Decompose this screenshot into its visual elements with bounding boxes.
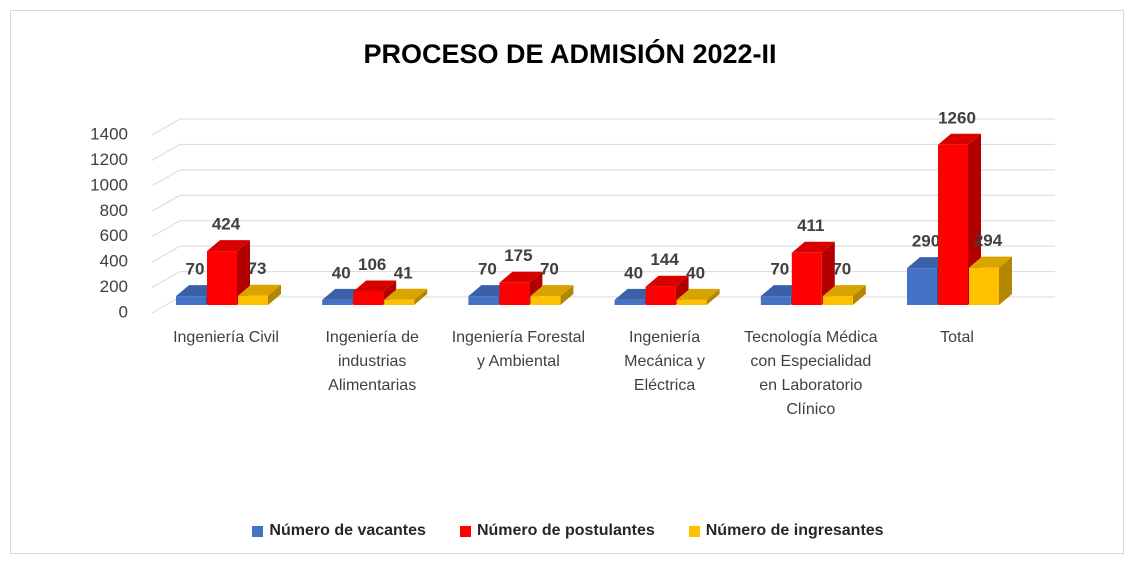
bar-side bbox=[852, 285, 866, 305]
y-tick-label: 1400 bbox=[90, 124, 128, 143]
bar bbox=[238, 284, 281, 305]
data-label: 70 bbox=[186, 260, 205, 279]
legend-item: Número de postulantes bbox=[459, 522, 655, 540]
legend-swatch bbox=[688, 525, 700, 537]
grid-line bbox=[151, 271, 1055, 289]
y-tick-label: 400 bbox=[100, 252, 128, 271]
data-label: 41 bbox=[394, 263, 413, 282]
bar-top bbox=[645, 275, 689, 287]
bar-front bbox=[907, 268, 937, 305]
bar-top bbox=[938, 133, 981, 145]
bar bbox=[938, 133, 981, 305]
bar-front bbox=[499, 282, 530, 305]
grid-line bbox=[151, 143, 1055, 161]
bar-front bbox=[353, 291, 384, 305]
chart-title: PROCESO DE ADMISIÓN 2022-II bbox=[363, 38, 776, 69]
bar-top bbox=[822, 285, 866, 297]
legend-swatch bbox=[459, 525, 471, 537]
bar-front bbox=[207, 251, 237, 305]
legend-item: Número de vacantes bbox=[252, 522, 426, 540]
data-label: 40 bbox=[686, 263, 705, 282]
data-label: 73 bbox=[248, 259, 267, 278]
bar bbox=[645, 275, 689, 305]
data-label: 1260 bbox=[938, 108, 976, 127]
data-label: 144 bbox=[650, 250, 679, 269]
legend-label: Número de postulantes bbox=[476, 522, 655, 539]
bar-side bbox=[999, 256, 1012, 305]
data-label: 70 bbox=[540, 260, 559, 279]
bar bbox=[530, 285, 574, 305]
bar-top bbox=[353, 280, 397, 292]
bar-front bbox=[238, 295, 268, 305]
legend-label: Número de ingresantes bbox=[705, 522, 884, 539]
bar-top bbox=[499, 271, 543, 283]
bar bbox=[384, 288, 428, 305]
data-label: 106 bbox=[358, 255, 386, 274]
bar-front bbox=[645, 286, 676, 305]
grid-line bbox=[151, 118, 1055, 136]
bar-front bbox=[176, 296, 206, 305]
legend-swatch bbox=[252, 525, 264, 537]
data-label: 70 bbox=[832, 260, 851, 279]
bar-front bbox=[938, 144, 968, 305]
y-tick-label: 0 bbox=[119, 302, 128, 321]
bar-front bbox=[468, 296, 499, 305]
grid-line bbox=[151, 220, 1055, 238]
bar-front bbox=[322, 299, 353, 305]
bar-front bbox=[822, 296, 853, 305]
grid-line bbox=[151, 245, 1055, 263]
bar-front bbox=[969, 267, 999, 305]
x-tick-label: Ingeniería de industrias Alimentarias bbox=[325, 329, 419, 394]
bar bbox=[969, 256, 1012, 305]
bar bbox=[676, 288, 720, 305]
bar-top bbox=[676, 288, 720, 300]
data-label: 175 bbox=[504, 246, 532, 265]
legend-item: Número de ingresantes bbox=[688, 522, 884, 540]
bar-top bbox=[969, 256, 1012, 268]
data-label: 70 bbox=[770, 260, 789, 279]
y-tick-label: 200 bbox=[100, 277, 128, 296]
x-tick-label: Tecnología Médica con Especialidad en La… bbox=[744, 329, 878, 418]
data-label: 70 bbox=[478, 260, 497, 279]
bar-front bbox=[614, 299, 645, 305]
data-label: 424 bbox=[212, 215, 241, 234]
x-tick-label: Total bbox=[940, 329, 974, 346]
y-tick-label: 600 bbox=[100, 226, 128, 245]
data-label: 40 bbox=[332, 263, 351, 282]
bar-top bbox=[207, 240, 250, 252]
x-tick-label: Ingeniería Mecánica y Eléctrica bbox=[624, 329, 706, 394]
data-label: 411 bbox=[797, 216, 824, 235]
bar-side bbox=[414, 288, 428, 305]
x-tick-label: Ingeniería Civil bbox=[173, 329, 279, 346]
bar-front bbox=[530, 296, 561, 305]
x-tick-label: Ingeniería Forestal y Ambiental bbox=[451, 329, 586, 370]
grid-line bbox=[151, 194, 1055, 212]
bar-side bbox=[560, 285, 574, 305]
bar-side bbox=[268, 284, 281, 305]
bar-top bbox=[238, 284, 281, 296]
bar bbox=[822, 285, 866, 305]
grid-line bbox=[151, 169, 1055, 187]
data-label: 294 bbox=[974, 231, 1003, 250]
bar-side bbox=[675, 275, 689, 305]
y-tick-label: 1000 bbox=[90, 175, 128, 194]
bar-front bbox=[791, 252, 822, 305]
legend: Número de vacantes Número de postulantes N… bbox=[0, 522, 1136, 540]
bar-front bbox=[384, 299, 415, 305]
data-label: 290 bbox=[912, 232, 940, 251]
y-tick-label: 800 bbox=[100, 201, 128, 220]
y-tick-label: 1200 bbox=[90, 150, 128, 169]
legend-label: Número de vacantes bbox=[269, 522, 426, 539]
bar-top bbox=[530, 285, 574, 297]
bar-front bbox=[760, 296, 791, 305]
bar-top bbox=[384, 288, 428, 300]
chart-frame bbox=[10, 10, 1124, 554]
bar-front bbox=[676, 299, 707, 305]
bar-side bbox=[706, 288, 720, 305]
data-label: 40 bbox=[624, 263, 643, 282]
bar-top bbox=[791, 241, 835, 253]
